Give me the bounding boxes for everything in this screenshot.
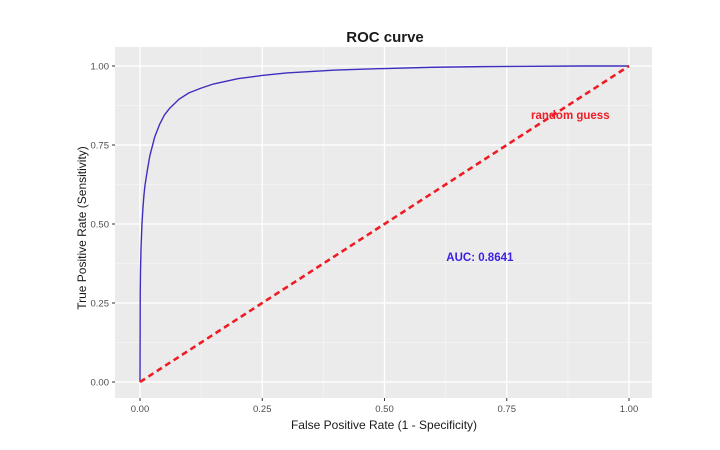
x-tick-label: 0.25 [253, 404, 272, 415]
y-tick-label: 0.50 [91, 220, 110, 231]
chart-title: ROC curve [346, 29, 424, 46]
x-tick-label: 1.00 [620, 404, 639, 415]
x-tick-label: 0.50 [375, 404, 394, 415]
roc-curve-line [139, 65, 629, 383]
x-tick-label: 0.75 [498, 404, 517, 415]
y-tick-label: 0.75 [91, 141, 110, 152]
annotation-layer: random guess AUC: 0.8641 [446, 110, 609, 264]
x-axis-label: False Positive Rate (1 - Specificity) [291, 418, 477, 432]
y-tick-label: 0.00 [91, 378, 110, 389]
random-guess-line [139, 64, 630, 384]
y-axis-label: True Positive Rate (Sensitivity) [75, 146, 89, 310]
x-tick-label: 0.00 [131, 404, 150, 415]
random-guess-annotation: random guess [531, 110, 610, 122]
grid-lines [115, 47, 652, 398]
tick-layer: 0.00 0.25 0.50 0.75 1.00 0.00 0.25 0.50 0.75 1.00 [91, 62, 639, 416]
y-tick-label: 1.00 [91, 62, 110, 73]
series-layer [139, 64, 630, 384]
auc-annotation: AUC: 0.8641 [446, 252, 514, 264]
plot-panel [115, 47, 652, 398]
y-tick-label: 0.25 [91, 299, 110, 310]
